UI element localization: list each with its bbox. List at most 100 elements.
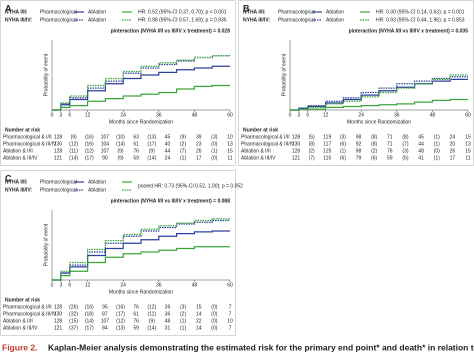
x-tick-label: 24	[358, 112, 364, 118]
risk-count: (1)	[180, 318, 186, 324]
x-tick-label: 3	[60, 112, 63, 118]
risk-row-label: Ablation & I/II	[241, 148, 271, 154]
x-tick-label: 3	[298, 112, 301, 118]
risk-count: (0)	[434, 148, 440, 154]
risk-count: (14)	[85, 318, 94, 324]
risk-count: 7	[229, 304, 232, 310]
risk-count: (9)	[180, 134, 186, 140]
risk-count: (16)	[85, 134, 94, 140]
risk-count: (0)	[211, 304, 217, 310]
p-interaction: pinteraction (NYHA I/II vs III/IV x trea…	[111, 28, 231, 34]
risk-count: 130	[54, 311, 63, 317]
y-axis-label: Probability of event	[43, 53, 49, 96]
km-curve	[52, 246, 230, 281]
x-tick-label: 6	[68, 112, 71, 118]
risk-count: (7)	[402, 141, 408, 147]
risk-row-label: Ablation & III/IV	[3, 325, 38, 331]
risk-count: 39	[165, 304, 171, 310]
risk-count: (26)	[69, 304, 78, 310]
risk-count: 59	[133, 325, 139, 331]
x-tick-label: 60	[227, 282, 233, 288]
risk-count: 44	[165, 148, 171, 154]
risk-count: (0)	[211, 155, 217, 161]
risk-count: (1)	[434, 155, 440, 161]
risk-count: 10	[227, 134, 233, 140]
risk-count: 26	[450, 148, 456, 154]
risk-count: (9)	[117, 155, 123, 161]
risk-count: (8)	[371, 141, 377, 147]
risk-count: (12)	[69, 141, 78, 147]
risk-count: (1)	[180, 155, 186, 161]
risk-count: 41	[418, 155, 424, 161]
risk-count: 110	[323, 155, 331, 161]
risk-count: (1)	[434, 141, 440, 147]
risk-count: 71	[387, 134, 393, 140]
risk-count: 121	[292, 155, 301, 161]
risk-count: 107	[101, 148, 110, 154]
risk-count: (0)	[211, 318, 217, 324]
risk-row-label: Pharmacological & III/IV	[3, 141, 57, 147]
risk-row-label: Pharmacological & I/II	[3, 134, 52, 140]
risk-count: 107	[101, 134, 110, 140]
x-tick-label: 48	[192, 112, 198, 118]
risk-count: 13	[465, 141, 471, 147]
risk-count: (1)	[211, 148, 217, 154]
risk-count: 128	[54, 318, 63, 324]
risk-count: 23	[196, 141, 202, 147]
x-tick-label: 0	[51, 282, 54, 288]
x-tick-label: 6	[306, 112, 309, 118]
x-tick-label: 60	[227, 112, 233, 118]
risk-count: (10)	[116, 134, 125, 140]
caption-label: Figure 2.	[2, 342, 37, 352]
legend-entry: Pharmacological	[278, 17, 315, 23]
x-tick-label: 36	[156, 112, 162, 118]
risk-count: (8)	[402, 134, 408, 140]
p-interaction: pinteraction (NYHA I/II vs III/IV x trea…	[349, 28, 469, 34]
x-axis-label: Months since Randomization	[109, 119, 173, 125]
risk-count: (17)	[147, 141, 156, 147]
risk-count: (6)	[340, 141, 346, 147]
legend-entry: Ablation	[88, 9, 106, 15]
legend-entry: Pharmacological	[40, 179, 77, 185]
risk-count: 48	[418, 148, 424, 154]
x-tick-label: 60	[465, 112, 471, 118]
risk-count: (3)	[180, 304, 186, 310]
x-tick-label: 12	[323, 112, 329, 118]
x-tick-label: 12	[85, 112, 91, 118]
risk-count: 61	[133, 311, 139, 317]
km-curve	[52, 230, 230, 281]
risk-count: (12)	[116, 318, 125, 324]
legend-entry: Ablation	[326, 17, 344, 23]
x-tick-label: 24	[120, 282, 126, 288]
risk-count: 98	[356, 134, 362, 140]
risk-count: 107	[101, 318, 110, 324]
risk-count: 128	[54, 134, 63, 140]
legend-entry: Ablation	[88, 187, 106, 193]
risk-table-title: Number at risk	[5, 297, 40, 303]
risk-count: 76	[133, 148, 139, 154]
x-tick-label: 3	[60, 282, 63, 288]
x-axis-label: Months since Randomization	[347, 119, 411, 125]
risk-count: (14)	[147, 325, 156, 331]
risk-count: (14)	[116, 141, 125, 147]
legend-entry: Ablation	[88, 179, 106, 185]
km-curve	[52, 218, 230, 281]
legend-entry: Pharmacological	[40, 9, 77, 15]
risk-count: (14)	[147, 155, 156, 161]
risk-count: (9)	[149, 148, 155, 154]
risk-count: (2)	[309, 148, 315, 154]
risk-count: 76	[387, 148, 393, 154]
y-axis-label: Probability of event	[281, 53, 287, 96]
risk-count: 76	[133, 304, 139, 310]
panel-letter: A	[5, 3, 12, 13]
legend-group: NYHA III/IV:	[243, 17, 270, 23]
risk-count: (3)	[402, 148, 408, 154]
risk-count: (13)	[116, 325, 125, 331]
risk-count: 40	[165, 141, 171, 147]
risk-count: (17)	[116, 311, 125, 317]
km-curve	[290, 98, 468, 111]
x-tick-label: 48	[192, 282, 198, 288]
y-axis-label: Probability of event	[43, 223, 49, 266]
risk-count: 104	[101, 141, 110, 147]
